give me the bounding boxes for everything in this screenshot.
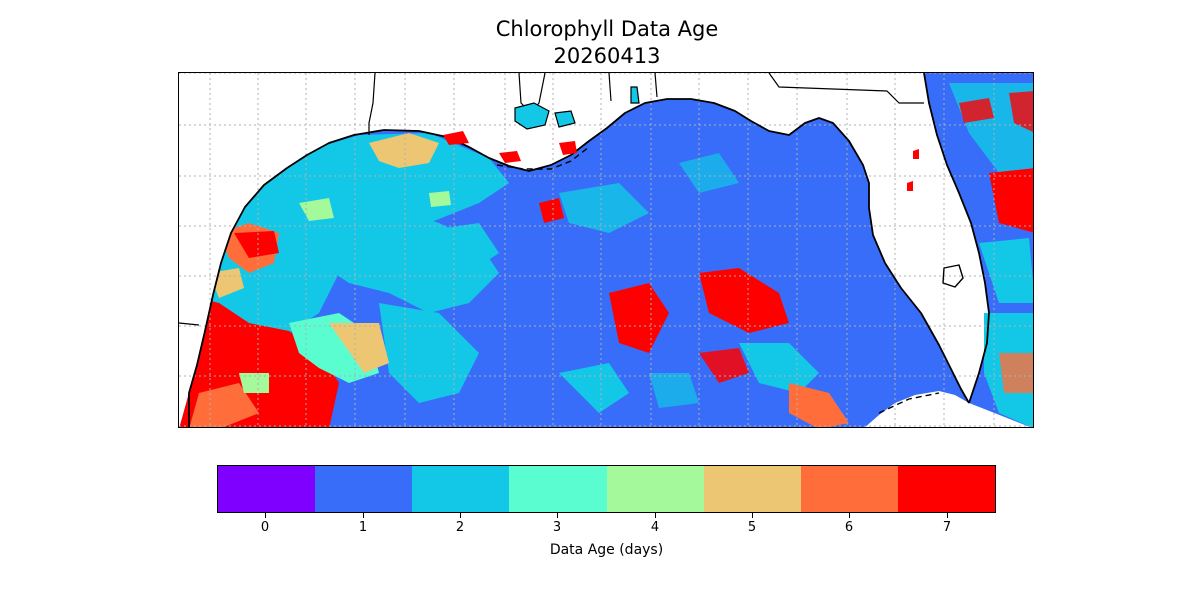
chart-title: Chlorophyll Data Age [495, 17, 719, 41]
colorbar-ticks: 0 1 2 3 4 5 6 7 [217, 513, 996, 535]
colorbar-segment-1 [315, 466, 413, 512]
colorbar-segment-3 [509, 466, 607, 512]
colorbar-tick-label-7: 7 [942, 520, 952, 535]
colorbar-tick-2 [460, 513, 461, 518]
colorbar-label: Data Age (days) [549, 542, 664, 558]
map-canvas [179, 73, 1033, 427]
colorbar-tick-label-0: 0 [260, 520, 270, 535]
map-panel [178, 72, 1034, 428]
colorbar-segment-6 [800, 466, 898, 512]
colorbar-tick-label-2: 2 [455, 520, 465, 535]
delta-islands [514, 86, 640, 130]
chlorophyll-age-overlay [179, 99, 969, 427]
colorbar-tick-3 [557, 513, 558, 518]
colorbar-tick-label-5: 5 [747, 520, 757, 535]
colorbar-tick-label-4: 4 [650, 520, 660, 535]
colorbar-segment-5 [703, 466, 801, 512]
chart-date: 20260413 [553, 44, 661, 68]
map-gridlines [179, 73, 1033, 427]
colorbar-segment-0 [218, 466, 316, 512]
colorbar-tick-label-1: 1 [358, 520, 368, 535]
colorbar-tick-1 [363, 513, 364, 518]
colorbar-segment-7 [897, 466, 995, 512]
colorbar-tick-0 [265, 513, 266, 518]
colorbar-tick-7 [947, 513, 948, 518]
colorbar-tick-4 [655, 513, 656, 518]
colorbar-tick-5 [752, 513, 753, 518]
colorbar-tick-label-6: 6 [844, 520, 854, 535]
colorbar-tick-6 [849, 513, 850, 518]
colorbar-tick-label-3: 3 [552, 520, 562, 535]
colorbar-segment-4 [606, 466, 704, 512]
colorbar [217, 465, 996, 513]
coastline [179, 73, 990, 427]
colorbar-segment-2 [412, 466, 510, 512]
coastal-red-specks [443, 131, 919, 191]
